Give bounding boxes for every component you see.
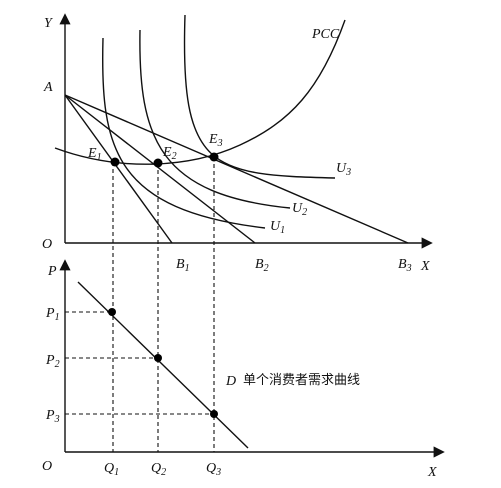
u-label: U1 xyxy=(270,219,285,236)
demand-point xyxy=(154,354,162,362)
indifference-curve xyxy=(101,37,266,229)
q-label: Q3 xyxy=(206,461,221,478)
pcc-curve xyxy=(54,19,346,165)
p-label: P1 xyxy=(45,306,60,323)
e-label: E1 xyxy=(87,146,102,163)
indifference-curve xyxy=(139,29,291,209)
x-label: X xyxy=(427,465,437,480)
demand-point xyxy=(210,410,218,418)
b-label: B2 xyxy=(255,257,269,274)
equilibrium-point xyxy=(209,152,219,162)
q-label: Q2 xyxy=(151,461,166,478)
p-axis-label: P xyxy=(47,264,57,279)
u-label: U2 xyxy=(292,201,307,218)
origin: O xyxy=(42,459,52,474)
demand-point xyxy=(108,308,116,316)
x-label: X xyxy=(420,259,430,274)
y-label: Y xyxy=(44,16,54,31)
budget-line xyxy=(64,94,173,244)
e-label: E3 xyxy=(208,132,223,149)
p-label: P3 xyxy=(45,408,60,425)
origin: O xyxy=(42,237,52,252)
pcc-label: PCC xyxy=(311,27,340,42)
u-label: U3 xyxy=(336,161,351,178)
b-label: B1 xyxy=(176,257,190,274)
budget-line xyxy=(64,94,409,244)
e-label: E2 xyxy=(162,145,177,162)
b-label: B3 xyxy=(398,257,412,274)
demand-curve xyxy=(77,281,249,449)
budget-line xyxy=(64,94,256,244)
a-label: A xyxy=(43,80,53,95)
equilibrium-point xyxy=(110,157,120,167)
p-label: P2 xyxy=(45,353,60,370)
q-label: Q1 xyxy=(104,461,119,478)
demand-caption: 单个消费者需求曲线 xyxy=(243,373,360,388)
equilibrium-point xyxy=(153,158,163,168)
d-label: D xyxy=(225,374,236,389)
